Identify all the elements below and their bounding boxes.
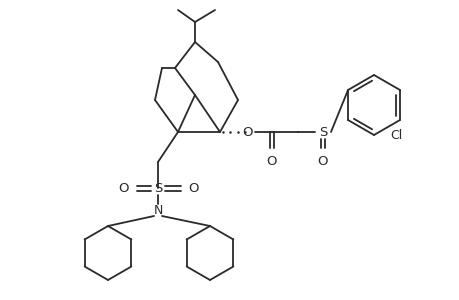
- Text: S: S: [318, 125, 326, 139]
- Text: N: N: [153, 203, 162, 217]
- Text: O: O: [242, 125, 253, 139]
- Text: S: S: [153, 182, 162, 194]
- Text: O: O: [188, 182, 199, 194]
- Text: O: O: [118, 182, 129, 194]
- Text: O: O: [317, 154, 328, 167]
- Text: Cl: Cl: [389, 128, 401, 142]
- Text: O: O: [266, 154, 277, 167]
